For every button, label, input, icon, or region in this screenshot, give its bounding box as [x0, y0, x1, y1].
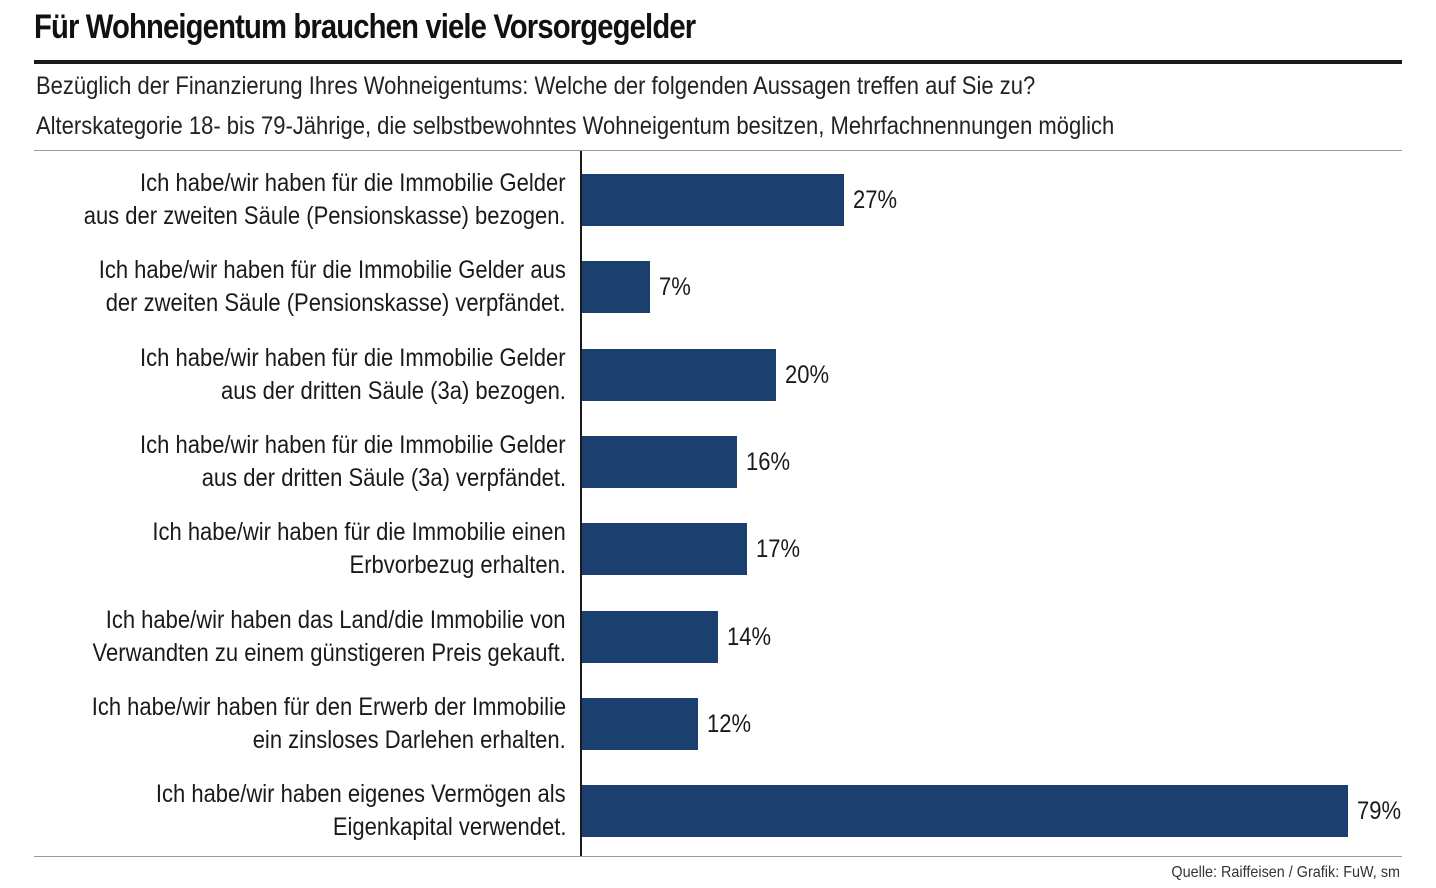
value-label: 27%	[852, 186, 897, 214]
chart-subtitle-sample: Alterskategorie 18- bis 79-Jährige, die …	[36, 112, 1115, 140]
category-label-line: aus der dritten Säule (3a) verpfändet.	[201, 463, 566, 492]
category-label-line: Verwandten zu einem günstigeren Preis ge…	[92, 638, 566, 667]
bottom-rule	[34, 856, 1402, 857]
category-label: Ich habe/wir haben das Land/die Immobili…	[6, 604, 566, 670]
category-label-line: Ich habe/wir haben eigenes Vermögen als	[156, 780, 566, 809]
category-label-line: Ich habe/wir haben das Land/die Immobili…	[106, 605, 566, 634]
category-label-line: ein zinsloses Darlehen erhalten.	[252, 725, 566, 754]
source-note: Quelle: Raiffeisen / Grafik: FuW, sm	[1171, 864, 1400, 881]
category-label: Ich habe/wir haben eigenes Vermögen als E…	[6, 778, 566, 844]
bar	[582, 697, 699, 750]
bar	[582, 610, 718, 663]
bar	[582, 785, 1348, 838]
category-label-line: Ich habe/wir haben für die Immobilie Gel…	[140, 343, 566, 372]
category-label: Ich habe/wir haben für den Erwerb der Im…	[6, 691, 566, 757]
category-label: Ich habe/wir haben für die Immobilie Gel…	[6, 254, 566, 320]
title-rule	[34, 60, 1402, 64]
category-label-line: aus der zweiten Säule (Pensionskasse) be…	[84, 202, 566, 230]
category-label-line: Ich habe/wir haben für die Immobilie Gel…	[140, 430, 566, 459]
category-label-line: Ich habe/wir haben für die Immobilie ein…	[152, 518, 566, 547]
value-label: 16%	[746, 447, 791, 476]
category-label-line: Eigenkapital verwendet.	[332, 813, 566, 842]
value-label: 17%	[755, 535, 800, 564]
bar	[582, 348, 776, 401]
category-label-line: aus der dritten Säule (3a) bezogen.	[221, 376, 566, 405]
bar	[582, 435, 738, 488]
category-label: Ich habe/wir haben für die Immobilie Gel…	[6, 429, 566, 495]
category-label-line: Ich habe/wir haben für die Immobilie Gel…	[140, 169, 566, 197]
bar	[582, 174, 844, 226]
value-label: 14%	[726, 622, 771, 651]
bar	[582, 261, 650, 314]
category-label-line: Ich habe/wir haben für die Immobilie Gel…	[98, 256, 566, 285]
category-label-line: Erbvorbezug erhalten.	[349, 551, 566, 580]
category-label: Ich habe/wir haben für die Immobilie ein…	[6, 516, 566, 582]
category-label: Ich habe/wir haben für die Immobilie Gel…	[6, 342, 566, 408]
category-label-line: Ich habe/wir haben für den Erwerb der Im…	[91, 692, 566, 721]
top-rule	[34, 150, 1402, 151]
value-label: 79%	[1357, 797, 1402, 826]
value-label: 20%	[784, 360, 829, 389]
chart-subtitle-question: Bezüglich der Finanzierung Ihres Wohneig…	[36, 72, 1036, 100]
category-label-line: der zweiten Säule (Pensionskasse) verpfä…	[106, 289, 566, 318]
chart-title: Für Wohneigentum brauchen viele Vorsorge…	[34, 8, 696, 46]
category-label: Ich habe/wir haben für die Immobilie Gel…	[6, 167, 566, 233]
value-label: 12%	[707, 709, 752, 738]
bar	[582, 523, 747, 576]
category-axis-line	[580, 151, 582, 857]
value-label: 7%	[658, 273, 691, 302]
